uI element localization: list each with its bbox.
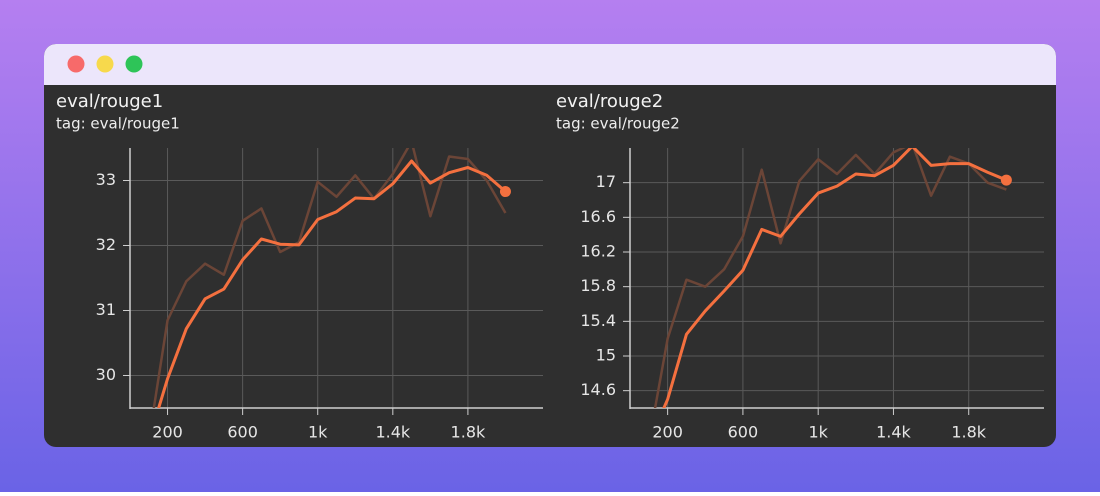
x-tick-label: 1.4k bbox=[876, 423, 911, 442]
series-line bbox=[152, 148, 507, 408]
y-tick-label: 32 bbox=[96, 235, 116, 254]
x-tick-label: 600 bbox=[227, 423, 258, 442]
minimize-button[interactable] bbox=[96, 55, 114, 73]
charts: eval/rouge1 tag: eval/rouge1 30 31 32 33 200 60… bbox=[56, 91, 1044, 442]
series-line bbox=[662, 148, 1007, 408]
y-tick-label: 15.4 bbox=[580, 311, 616, 330]
chart-subtitle: tag: eval/rouge2 bbox=[556, 115, 680, 133]
x-tick-label: 1k bbox=[308, 423, 328, 442]
y-tick-label: 15 bbox=[596, 346, 616, 365]
x-tick-label: 200 bbox=[152, 423, 183, 442]
chart: eval/rouge1 tag: eval/rouge1 30 31 32 33 200 60… bbox=[56, 91, 543, 442]
y-tick-label: 17 bbox=[596, 172, 616, 191]
y-tick-label: 31 bbox=[96, 300, 116, 319]
y-tick-label: 15.8 bbox=[580, 276, 616, 295]
x-tick-label: 1k bbox=[808, 423, 828, 442]
y-tick-label: 33 bbox=[96, 170, 116, 189]
x-tick-label: 1.8k bbox=[951, 423, 986, 442]
series-line bbox=[157, 159, 507, 408]
chart: eval/rouge2 tag: eval/rouge2 14.6 15 15.4 15.… bbox=[556, 91, 1044, 442]
chart-title: eval/rouge2 bbox=[556, 91, 663, 112]
x-tick-label: 1.4k bbox=[375, 423, 410, 442]
x-tick-label: 200 bbox=[652, 423, 683, 442]
plot-area bbox=[653, 148, 1007, 408]
plot-area bbox=[152, 148, 507, 408]
chart-subtitle: tag: eval/rouge1 bbox=[56, 115, 180, 133]
x-tick-label: 600 bbox=[728, 423, 759, 442]
x-tick-label: 1.8k bbox=[451, 423, 486, 442]
maximize-button[interactable] bbox=[125, 55, 143, 73]
close-button[interactable] bbox=[67, 55, 85, 73]
y-tick-label: 14.6 bbox=[580, 380, 616, 399]
last-point bbox=[499, 186, 511, 198]
y-tick-label: 16.2 bbox=[580, 242, 616, 261]
y-tick-label: 30 bbox=[96, 365, 116, 384]
chart-title: eval/rouge1 bbox=[56, 91, 163, 112]
y-tick-label: 16.6 bbox=[580, 207, 616, 226]
window bbox=[44, 44, 1056, 447]
last-point bbox=[1000, 174, 1012, 186]
title-bar bbox=[44, 44, 1056, 85]
